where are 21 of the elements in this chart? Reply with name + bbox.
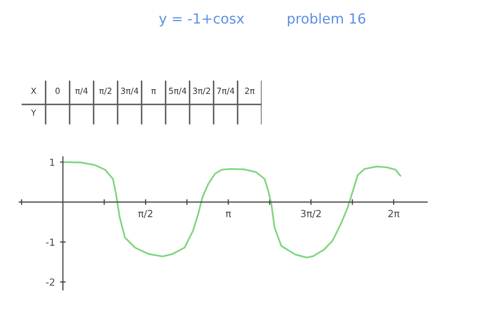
- text: π: [151, 89, 156, 94]
- text: 7π/4: [217, 88, 234, 95]
- chart-subtitle: problem 16: [288, 12, 366, 26]
- y-tick-label: -1: [46, 238, 54, 246]
- chart-title: y = -1+cosx: [159, 13, 244, 26]
- text: π/2: [99, 88, 112, 95]
- text: 2π: [245, 88, 255, 94]
- text: Y: [31, 110, 36, 116]
- y-tick-label: 1: [50, 158, 54, 166]
- x-tick-label: 2π: [388, 210, 400, 218]
- text: π/4: [75, 88, 88, 95]
- x-tick-label: 3π/2: [300, 210, 321, 218]
- x-tick-label: π: [226, 212, 231, 218]
- text: 3π/2: [193, 88, 210, 95]
- text: 3π/4: [121, 88, 138, 95]
- text: 5π/4: [169, 88, 186, 95]
- text: X: [30, 88, 36, 94]
- y-tick-label: -2: [46, 278, 54, 286]
- line-series: [62, 161, 402, 258]
- text: 0: [56, 88, 60, 94]
- x-tick-label: π/2: [138, 210, 152, 218]
